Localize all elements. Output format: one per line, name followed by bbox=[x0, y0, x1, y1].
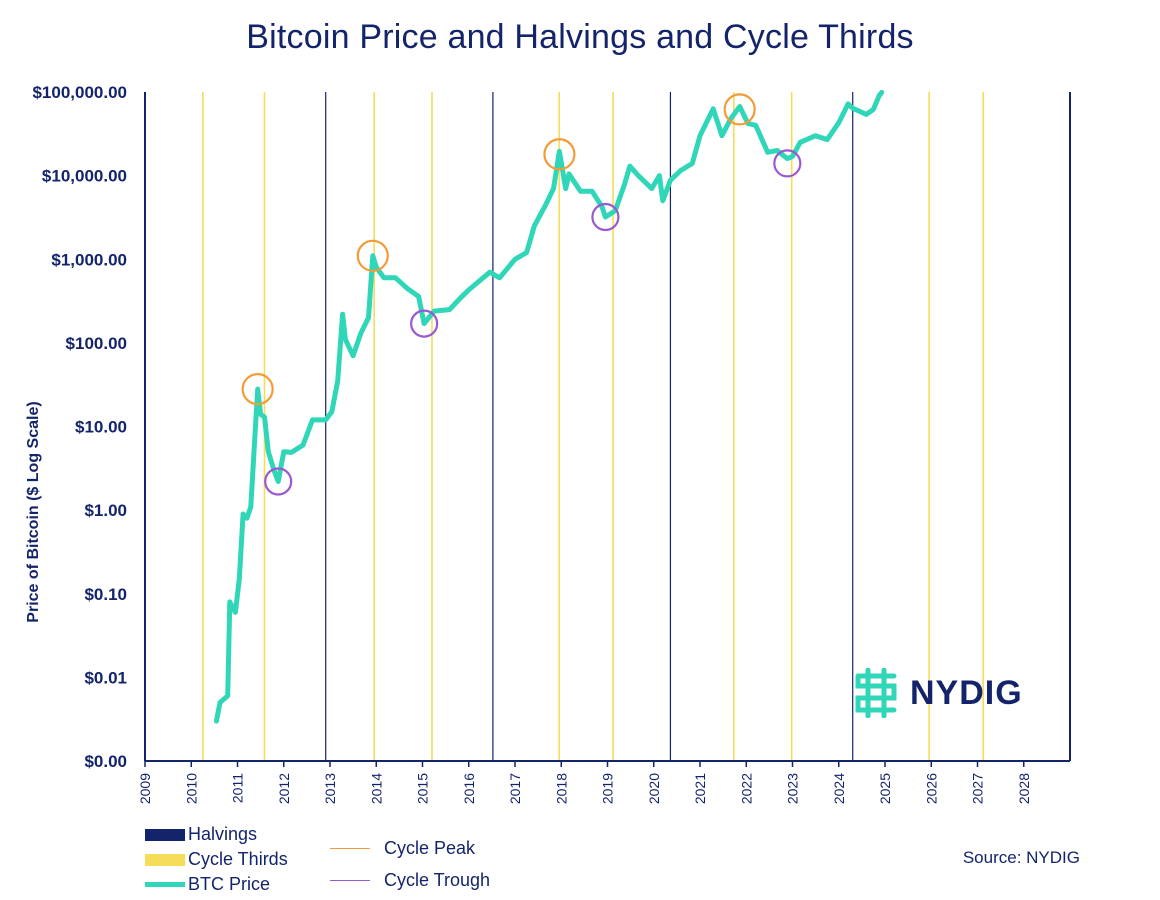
x-tick-label: 2026 bbox=[923, 773, 939, 804]
cycle-peak-marker bbox=[723, 93, 756, 126]
x-tick-label: 2014 bbox=[368, 773, 384, 804]
legend-label-halvings: Halvings bbox=[188, 824, 258, 844]
x-tick-label: 2020 bbox=[646, 773, 662, 804]
cycle-trough-swatch bbox=[330, 879, 370, 881]
chart-title: Bitcoin Price and Halvings and Cycle Thi… bbox=[246, 18, 914, 56]
axes bbox=[144, 92, 1071, 762]
legend-item-halvings: Halvings bbox=[145, 822, 288, 847]
nydig-logo-icon bbox=[855, 668, 897, 718]
x-tick-label: 2012 bbox=[276, 773, 292, 804]
y-tick-label: $100,000.00 bbox=[32, 83, 127, 102]
legend-label-cycle-thirds: Cycle Thirds bbox=[188, 849, 288, 869]
btc-price-swatch bbox=[145, 882, 185, 887]
legend-item-cycle-peak: Cycle Peak bbox=[330, 832, 490, 864]
x-tick-label: 2021 bbox=[692, 773, 708, 804]
x-tick-label: 2027 bbox=[970, 773, 986, 804]
cycle-peak-marker bbox=[356, 239, 389, 272]
y-tick-label: $100.00 bbox=[66, 334, 127, 353]
y-axis-label: Price of Bitcoin ($ Log Scale) bbox=[25, 401, 42, 622]
y-tick-label: $1.00 bbox=[84, 501, 127, 520]
y-tick-label: $0.00 bbox=[84, 752, 127, 771]
cycle-peak-swatch bbox=[330, 847, 370, 849]
legend-label-cycle-peak: Cycle Peak bbox=[384, 837, 476, 858]
legend-left: Halvings Cycle Thirds BTC Price bbox=[145, 822, 288, 897]
legend-item-btc-price: BTC Price bbox=[145, 872, 288, 897]
x-tick-label: 2009 bbox=[137, 773, 153, 804]
x-tick-label: 2011 bbox=[230, 773, 246, 803]
nydig-logo-text: NYDIG bbox=[910, 673, 1023, 712]
x-tick-label: 2015 bbox=[415, 773, 431, 804]
cycle-trough-marker bbox=[264, 467, 293, 496]
halvings-swatch bbox=[145, 828, 185, 841]
cycle-trough-marker bbox=[591, 202, 620, 232]
legend-label-cycle-trough: Cycle Trough bbox=[384, 869, 491, 890]
legend-item-cycle-thirds: Cycle Thirds bbox=[145, 847, 288, 872]
x-tick-label: 2018 bbox=[553, 773, 569, 804]
cycle-thirds-swatch bbox=[145, 853, 185, 866]
x-tick-label: 2025 bbox=[877, 773, 893, 804]
btc-price-line bbox=[213, 89, 885, 724]
y-tick-label: $1,000.00 bbox=[51, 250, 127, 269]
nydig-logo: NYDIG bbox=[850, 668, 1023, 718]
x-tick-label: 2022 bbox=[738, 773, 754, 804]
y-tick-label: $10.00 bbox=[75, 418, 127, 437]
y-axis-ticks: $100,000.00 $10,000.00 $1,000.00 $100.00 $10… bbox=[32, 83, 127, 771]
x-tick-label: 2017 bbox=[507, 773, 523, 804]
x-tick-label: 2010 bbox=[183, 773, 199, 804]
x-tick-label: 2016 bbox=[461, 773, 477, 804]
legend-label-btc-price: BTC Price bbox=[188, 874, 271, 894]
x-tick-label: 2019 bbox=[600, 773, 616, 804]
source-note: Source: NYDIG bbox=[962, 848, 1080, 867]
x-tick-label: 2013 bbox=[322, 773, 338, 804]
legend-item-cycle-trough: Cycle Trough bbox=[330, 864, 490, 896]
x-tick-label: 2028 bbox=[1016, 773, 1032, 804]
legend-right: Cycle Peak Cycle Trough bbox=[330, 832, 490, 896]
cycle-trough-marker bbox=[410, 309, 439, 338]
y-tick-label: $10,000.00 bbox=[42, 167, 127, 186]
x-tick-label: 2024 bbox=[831, 773, 847, 804]
cycle-peak-marker bbox=[241, 373, 274, 406]
cycle-trough-marker bbox=[773, 149, 802, 178]
y-tick-label: $0.01 bbox=[84, 668, 127, 687]
x-tick-label: 2023 bbox=[785, 773, 801, 804]
cycle-peak-marker bbox=[543, 138, 576, 171]
y-tick-label: $0.10 bbox=[84, 585, 127, 604]
cycle-markers bbox=[241, 93, 802, 496]
x-axis-ticks: 2009 2010 2011 2012 2013 2014 2015 2016 2017 2018… bbox=[137, 761, 1032, 804]
